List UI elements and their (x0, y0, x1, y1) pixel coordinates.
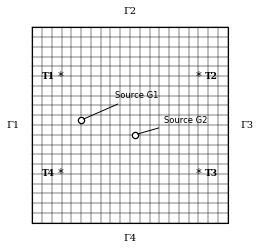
Text: Source G2: Source G2 (138, 116, 208, 134)
Text: *: * (196, 70, 202, 82)
Text: Source G1: Source G1 (84, 91, 159, 119)
Text: *: * (58, 70, 64, 82)
Text: *: * (196, 168, 202, 180)
Text: Γ4: Γ4 (124, 234, 136, 242)
Text: T3: T3 (205, 170, 218, 178)
Text: T2: T2 (205, 72, 218, 80)
Text: T1: T1 (42, 72, 55, 80)
Text: *: * (58, 168, 64, 180)
Text: Γ1: Γ1 (6, 120, 20, 130)
Text: T4: T4 (42, 170, 55, 178)
Text: Γ3: Γ3 (240, 120, 254, 130)
Text: Γ2: Γ2 (124, 8, 136, 16)
